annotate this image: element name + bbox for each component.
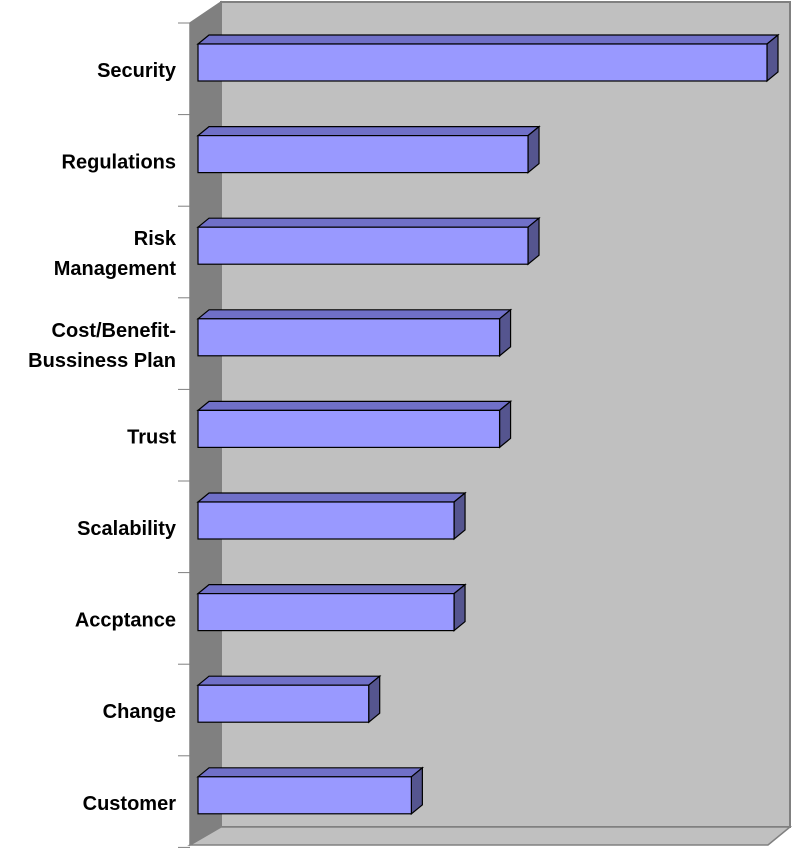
bar-side (527, 125, 540, 174)
bar-side (498, 400, 512, 449)
category-label: Risk Management (54, 228, 177, 280)
category-label-line: Risk (134, 228, 177, 250)
bar-top (196, 675, 382, 686)
category-label-line: Customer (83, 793, 177, 815)
bar-front (197, 135, 529, 174)
bar-side (453, 583, 466, 632)
bar (196, 125, 541, 174)
bar (196, 400, 513, 449)
category-label: Change (103, 701, 176, 723)
bar-top (196, 125, 541, 137)
category-label-line: Accptance (75, 610, 176, 632)
bar-top (196, 34, 780, 45)
category-label: Cost/Benefit- Bussiness Plan (28, 320, 176, 372)
category-label: Customer (83, 793, 177, 815)
bar (196, 308, 513, 358)
category-label-line: Management (54, 258, 177, 280)
category-label-line: Cost/Benefit- (52, 320, 176, 342)
category-label: Trust (127, 426, 176, 448)
category-label: Accptance (75, 610, 176, 632)
bar-front (197, 776, 412, 815)
bar-top (196, 492, 467, 503)
category-label-line: Regulations (62, 152, 176, 174)
bar-top (196, 400, 513, 411)
category-label: Security (97, 60, 177, 82)
category-label-line: Bussiness Plan (28, 350, 176, 372)
category-label: Regulations (62, 152, 176, 174)
bar-top (196, 309, 513, 320)
bar-front (197, 592, 455, 632)
category-label-line: Scalability (77, 518, 177, 540)
bars (196, 33, 780, 816)
bar (196, 491, 467, 541)
bar (196, 766, 425, 816)
bar-top (196, 767, 425, 778)
bar-side (498, 308, 512, 358)
category-label-line: Trust (127, 426, 176, 448)
bar-front (197, 501, 455, 540)
bar (196, 583, 467, 632)
floor (187, 826, 793, 846)
bar-side (453, 491, 466, 541)
bar-front (197, 684, 370, 723)
bar-front (197, 43, 768, 82)
bar-front (197, 409, 501, 448)
bar (196, 674, 382, 724)
bar-front (197, 226, 529, 265)
category-label-line: Change (103, 701, 176, 723)
bar (196, 33, 780, 83)
category-labels: Security Regulations Risk Management Cost/Be… (28, 60, 177, 815)
category-axis-ticks (178, 22, 190, 848)
bar-top (196, 217, 541, 228)
category-label: Scalability (77, 518, 177, 540)
bar-top (196, 583, 467, 595)
bar-side (368, 674, 381, 724)
bar-front (197, 318, 501, 357)
bar-side (410, 766, 423, 816)
bar-side (766, 33, 779, 83)
bar (196, 216, 541, 266)
category-label-line: Security (97, 60, 177, 82)
bar-side (527, 216, 540, 266)
